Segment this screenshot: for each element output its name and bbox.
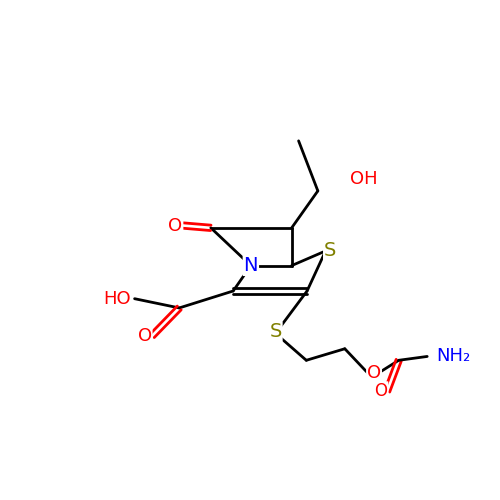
Text: O: O [168, 216, 182, 234]
Text: O: O [374, 382, 388, 400]
Text: NH₂: NH₂ [436, 348, 470, 366]
Text: O: O [367, 364, 381, 382]
Text: HO: HO [103, 290, 130, 308]
Text: OH: OH [350, 170, 378, 188]
Text: N: N [244, 256, 258, 275]
Text: S: S [324, 242, 336, 260]
Text: S: S [270, 322, 281, 342]
Text: O: O [138, 326, 151, 344]
